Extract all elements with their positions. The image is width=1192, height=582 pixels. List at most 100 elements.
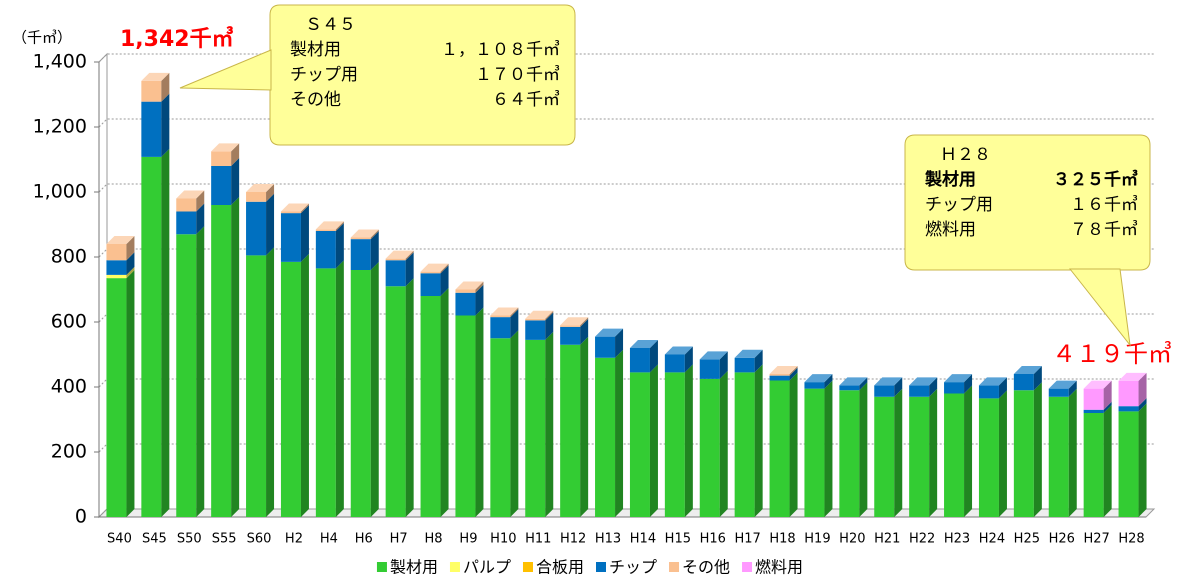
x-tick-label: H9 <box>459 532 477 547</box>
x-tick-label: H14 <box>630 532 656 547</box>
bar-top <box>280 203 309 212</box>
bar-segment <box>1048 396 1069 517</box>
legend-item: 製材用 <box>376 558 438 577</box>
bar-top <box>350 229 379 238</box>
bar-top <box>769 366 798 374</box>
bar-segment <box>944 382 965 394</box>
bar-segment <box>455 289 476 293</box>
bar-top <box>246 184 275 192</box>
bar-side <box>580 317 589 327</box>
bar-side <box>196 226 205 517</box>
x-tick-label: H28 <box>1118 532 1144 547</box>
bar-segment <box>1083 388 1104 410</box>
x-tick-label: H22 <box>909 532 935 547</box>
x-tick-label: H2 <box>285 532 303 547</box>
x-tick-label: H26 <box>1049 532 1075 547</box>
bar-segment <box>315 268 336 517</box>
legend-item: 燃料用 <box>742 558 803 577</box>
bar-top <box>629 340 658 348</box>
bar-side <box>300 205 309 262</box>
bar-side <box>859 377 868 391</box>
bar-segment <box>280 261 301 517</box>
bar-top <box>315 221 344 230</box>
bar-side <box>649 364 658 517</box>
bar-segment <box>246 255 267 517</box>
x-tick-label: H21 <box>874 532 900 547</box>
bar-side <box>231 197 240 517</box>
bar-top <box>944 374 973 383</box>
bar-side <box>684 364 693 517</box>
legend-swatch <box>376 562 387 572</box>
bar-segment <box>629 348 650 373</box>
y-tick-label: 800 <box>51 246 87 268</box>
legend-label: その他 <box>682 558 730 577</box>
bar-side <box>510 330 519 517</box>
x-tick-label: S50 <box>177 532 202 547</box>
x-tick-label: H18 <box>769 532 795 547</box>
bar-top <box>141 72 170 81</box>
bar-segment <box>141 156 162 517</box>
bar-top <box>1083 380 1112 389</box>
bar-side <box>998 390 1007 517</box>
bar-segment <box>699 378 720 517</box>
callout-title: Ｈ２８ <box>940 145 991 165</box>
x-tick-label: H12 <box>560 532 586 547</box>
bar-top <box>560 317 589 326</box>
bar-side <box>126 270 135 517</box>
bar-side <box>126 266 135 279</box>
bar-segment <box>839 390 860 517</box>
annotation: ４１９千㎥ <box>1052 340 1172 368</box>
callout-label: その他 <box>290 90 341 110</box>
bar-segment <box>490 317 511 339</box>
callout-label: チップ用 <box>290 65 358 85</box>
bar-side <box>335 223 344 269</box>
bar-side <box>1103 405 1112 517</box>
bar-segment <box>560 325 581 327</box>
annotation: 1,342千㎥ <box>120 26 234 52</box>
legend-swatch <box>669 562 680 572</box>
bar-side <box>754 364 763 517</box>
bar-segment <box>280 213 301 262</box>
bar-segment <box>420 296 441 517</box>
bar-side <box>161 72 170 102</box>
callout-label: 製材用 <box>290 40 341 60</box>
bar-top <box>1118 372 1147 381</box>
legend-swatch <box>522 562 533 572</box>
bar-side <box>1138 403 1147 517</box>
bar-side <box>929 377 938 397</box>
bar-side <box>1138 398 1147 412</box>
bar-segment <box>804 382 825 389</box>
x-tick-label: H6 <box>355 532 373 547</box>
bar-top <box>804 374 833 383</box>
bar-side <box>196 190 205 212</box>
bar-side <box>998 377 1007 399</box>
legend-swatch <box>449 562 460 572</box>
bar-side <box>335 221 344 231</box>
bar-top <box>525 310 554 319</box>
bar-side <box>545 331 554 517</box>
bar-segment <box>455 315 476 517</box>
y-tick-label: 1,000 <box>33 181 87 203</box>
bar-segment <box>909 396 930 517</box>
bar-side <box>300 253 309 517</box>
grid-line <box>98 118 1154 128</box>
bar-top <box>1013 366 1042 374</box>
bar-side <box>545 312 554 340</box>
bar-side <box>405 278 414 517</box>
bar-side <box>789 366 798 376</box>
bar-side <box>196 203 205 235</box>
bar-side <box>440 265 449 296</box>
bar-top <box>176 190 205 199</box>
bar-side <box>475 281 484 293</box>
bar-segment <box>1118 406 1139 412</box>
bar-side <box>266 193 275 256</box>
x-tick-label: S45 <box>142 532 167 547</box>
bar-top <box>106 236 135 244</box>
bar-side <box>440 288 449 517</box>
y-tick-label: 600 <box>51 311 87 333</box>
bar-segment <box>350 239 371 270</box>
bar-side <box>545 310 554 321</box>
bar-segment <box>1013 390 1034 517</box>
bar-segment <box>909 385 930 397</box>
